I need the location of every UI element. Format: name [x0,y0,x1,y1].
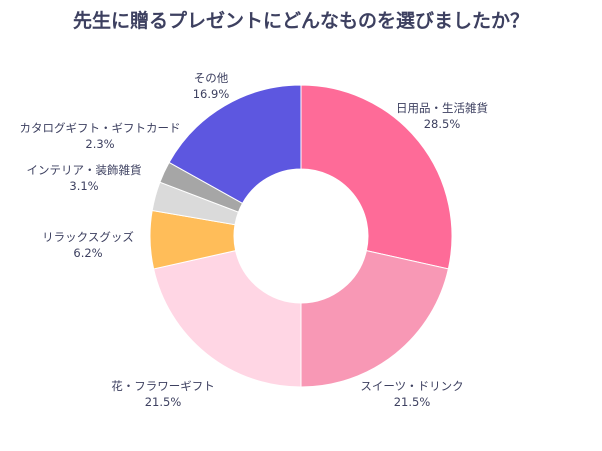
slice-label: 日用品・生活雑貨 [396,101,488,115]
slice-6 [168,84,302,205]
slice-label: インテリア・装飾雑貨 [27,163,142,177]
slice-label: リラックスグッズ [42,230,134,244]
slice-value-label: 28.5% [424,117,461,131]
slice-value-label: 21.5% [394,395,431,409]
slice-1 [300,250,449,388]
slice-label: 花・フラワーギフト [111,379,215,393]
slice-0 [300,84,453,270]
chart-title: 先生に贈るプレゼントにどんなものを選びましたか？ [72,10,529,32]
slice-value-label: 21.5% [145,395,182,409]
slice-value-label: 2.3% [85,137,114,151]
slice-value-label: 3.1% [69,179,98,193]
slice-label: その他 [194,71,229,85]
slice-label: カタログギフト・ギフトカード [20,121,181,135]
slice-2 [153,250,302,388]
slice-label: スイーツ・ドリンク [360,379,463,393]
slice-value-label: 6.2% [73,246,102,260]
slice-value-label: 16.9% [193,87,230,101]
